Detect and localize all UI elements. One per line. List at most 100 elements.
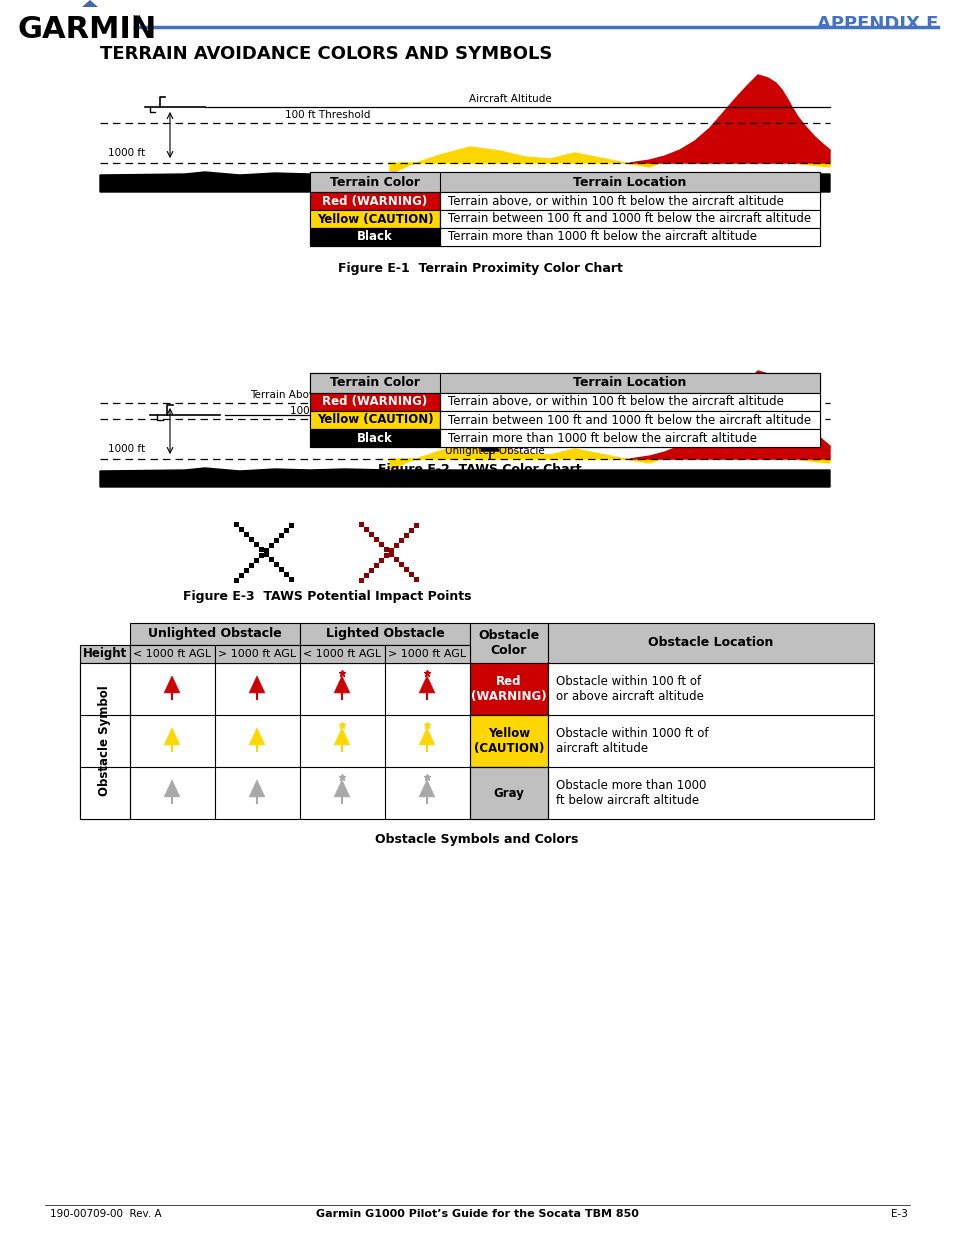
Bar: [359, 578, 364, 583]
Bar: [310, 228, 439, 246]
Bar: [244, 531, 250, 536]
Bar: [274, 562, 279, 567]
Bar: [310, 429, 439, 447]
Polygon shape: [418, 727, 435, 745]
Text: Terrain above, or within 100 ft below the aircraft altitude: Terrain above, or within 100 ft below th…: [448, 395, 783, 409]
Bar: [439, 210, 820, 228]
Bar: [439, 393, 820, 411]
Text: Yellow (CAUTION): Yellow (CAUTION): [316, 414, 433, 426]
Bar: [470, 663, 547, 715]
Bar: [395, 557, 399, 562]
Text: > 1000 ft AGL: > 1000 ft AGL: [218, 650, 296, 659]
Polygon shape: [164, 676, 179, 693]
Polygon shape: [390, 144, 829, 174]
Bar: [409, 572, 414, 577]
Bar: [264, 552, 269, 557]
Text: 100 ft Threshold: 100 ft Threshold: [285, 110, 370, 120]
Text: Figure E-1  Terrain Proximity Color Chart: Figure E-1 Terrain Proximity Color Chart: [337, 262, 621, 275]
Bar: [289, 522, 294, 527]
Bar: [379, 541, 384, 547]
Bar: [254, 557, 259, 562]
Text: Red (WARNING): Red (WARNING): [322, 194, 427, 207]
Bar: [239, 573, 244, 578]
Polygon shape: [390, 440, 829, 471]
Text: Figure E-3  TAWS Potential Impact Points: Figure E-3 TAWS Potential Impact Points: [183, 590, 471, 603]
Bar: [130, 622, 299, 645]
Bar: [279, 567, 284, 572]
Bar: [310, 411, 439, 429]
Text: 100 ft Threshold: 100 ft Threshold: [290, 406, 375, 416]
Text: Projected Flight Path: Projected Flight Path: [366, 403, 474, 412]
Text: Terrain more than 1000 ft below the aircraft altitude: Terrain more than 1000 ft below the airc…: [448, 431, 757, 445]
Polygon shape: [418, 676, 435, 693]
Bar: [404, 532, 409, 537]
Bar: [130, 645, 214, 663]
Bar: [470, 767, 547, 819]
Text: ™: ™: [132, 14, 142, 23]
Text: Obstacle Location: Obstacle Location: [648, 636, 773, 650]
Text: Obstacle
Color: Obstacle Color: [477, 629, 539, 657]
Bar: [284, 527, 289, 532]
Text: < 1000 ft AGL: < 1000 ft AGL: [133, 650, 212, 659]
Text: Aircraft Altitude: Aircraft Altitude: [468, 94, 551, 104]
Bar: [384, 547, 389, 552]
Text: Gray: Gray: [493, 787, 524, 799]
Bar: [239, 526, 244, 531]
Bar: [259, 552, 264, 557]
Text: Yellow (CAUTION): Yellow (CAUTION): [316, 212, 433, 226]
Bar: [234, 521, 239, 526]
Bar: [269, 542, 274, 547]
Polygon shape: [100, 468, 829, 487]
Bar: [310, 210, 439, 228]
Bar: [414, 577, 419, 582]
Bar: [244, 568, 250, 573]
Bar: [264, 547, 269, 552]
Text: Figure E-2  TAWS Color Chart: Figure E-2 TAWS Color Chart: [377, 463, 581, 475]
Bar: [439, 411, 820, 429]
Bar: [439, 228, 820, 246]
Text: Terrain Color: Terrain Color: [330, 175, 419, 189]
Text: Obstacle more than 1000
ft below aircraft altitude: Obstacle more than 1000 ft below aircraf…: [556, 779, 705, 806]
Bar: [409, 527, 414, 532]
Text: > 1000 ft AGL: > 1000 ft AGL: [388, 650, 466, 659]
Bar: [404, 567, 409, 572]
Bar: [310, 373, 820, 393]
Bar: [369, 531, 375, 536]
Bar: [384, 552, 389, 557]
Text: Garmin G1000 Pilot’s Guide for the Socata TBM 850: Garmin G1000 Pilot’s Guide for the Socat…: [315, 1209, 638, 1219]
Polygon shape: [100, 172, 829, 191]
Text: Red (WARNING): Red (WARNING): [322, 395, 427, 409]
Text: Lighted Obstacle: Lighted Obstacle: [325, 627, 444, 641]
Polygon shape: [334, 676, 350, 693]
Polygon shape: [249, 727, 265, 745]
Polygon shape: [249, 676, 265, 693]
Bar: [389, 547, 395, 552]
Text: 190-00709-00  Rev. A: 190-00709-00 Rev. A: [50, 1209, 161, 1219]
Text: Terrain more than 1000 ft below the aircraft altitude: Terrain more than 1000 ft below the airc…: [448, 231, 757, 243]
Bar: [299, 645, 385, 663]
Bar: [395, 542, 399, 547]
Bar: [414, 522, 419, 527]
Text: Obstacle within 1000 ft of
aircraft altitude: Obstacle within 1000 ft of aircraft alti…: [556, 727, 708, 755]
Bar: [369, 568, 375, 573]
Bar: [289, 577, 294, 582]
Polygon shape: [164, 727, 179, 745]
Polygon shape: [334, 727, 350, 745]
Bar: [310, 172, 820, 246]
Bar: [310, 393, 439, 411]
Text: Terrain between 100 ft and 1000 ft below the aircraft altitude: Terrain between 100 ft and 1000 ft below…: [448, 212, 810, 226]
Text: APPENDIX E: APPENDIX E: [816, 15, 937, 33]
Polygon shape: [418, 781, 435, 797]
Text: Black: Black: [356, 431, 393, 445]
Text: Black: Black: [356, 231, 393, 243]
Polygon shape: [629, 370, 829, 459]
Text: E-3: E-3: [890, 1209, 907, 1219]
Bar: [439, 429, 820, 447]
Text: Terrain above, or within 100 ft below the aircraft altitude: Terrain above, or within 100 ft below th…: [448, 194, 783, 207]
Text: Potential Impact Point: Potential Impact Point: [619, 378, 734, 388]
Bar: [364, 573, 369, 578]
Bar: [234, 578, 239, 583]
Bar: [385, 645, 470, 663]
Text: Terrain Color: Terrain Color: [330, 377, 419, 389]
Text: Obstacle Symbols and Colors: Obstacle Symbols and Colors: [375, 832, 578, 846]
